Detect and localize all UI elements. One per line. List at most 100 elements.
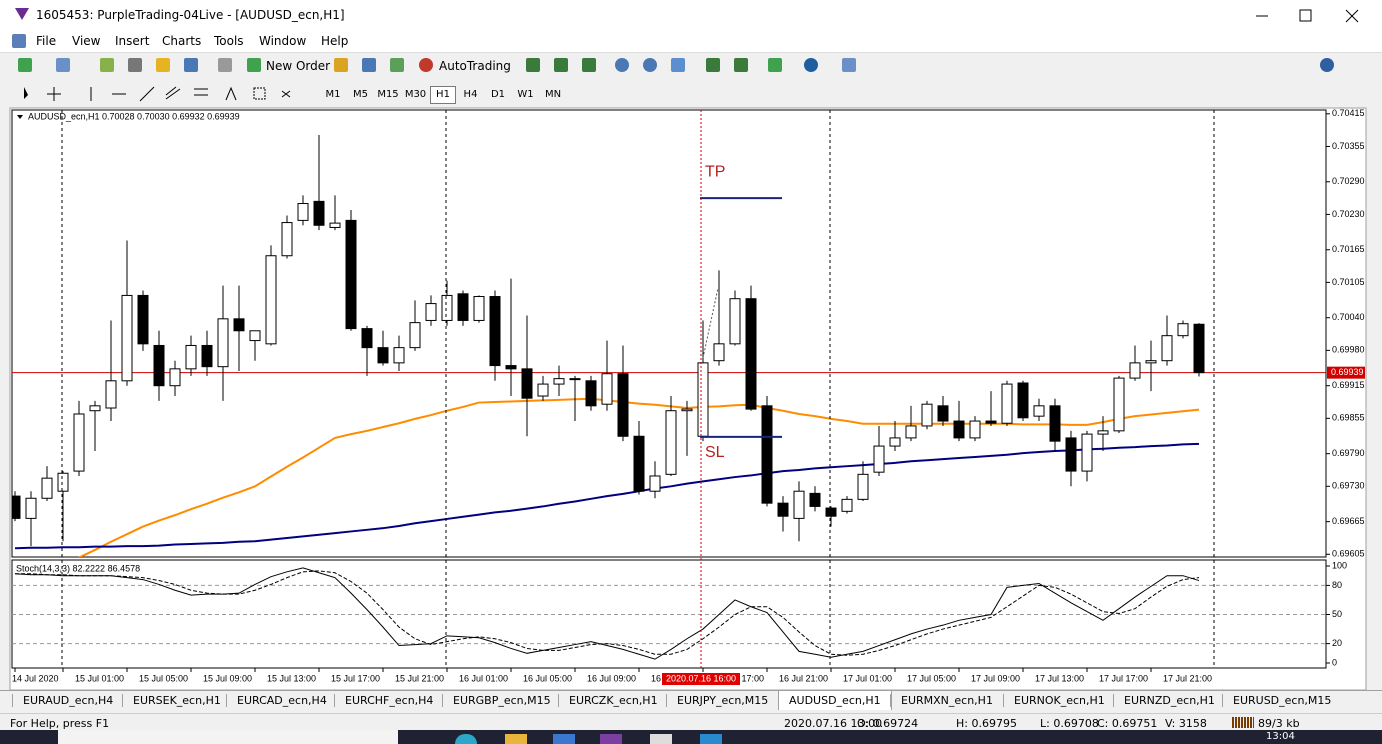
toolbar-icon[interactable]: [643, 58, 657, 72]
menu-item[interactable]: File: [36, 34, 57, 48]
window-controls[interactable]: [1250, 6, 1370, 26]
chart-tab[interactable]: AUDUSD_ecn,H1: [778, 691, 892, 710]
menu-item[interactable]: Window: [259, 34, 307, 48]
timeframe-button[interactable]: M5: [353, 89, 368, 100]
menu-item[interactable]: Charts: [162, 34, 202, 48]
y-tick-label: 0.70415: [1332, 108, 1365, 118]
auto-trading-button[interactable]: AutoTrading: [439, 59, 511, 73]
chart-tab[interactable]: EURUSD_ecn,M15: [1222, 694, 1341, 707]
chart-tab[interactable]: EURJPY_ecn,M15: [666, 694, 778, 707]
chart-tab[interactable]: EURGBP_ecn,M15: [442, 694, 561, 707]
candle-body: [377, 347, 389, 364]
candle-body: [1145, 360, 1157, 364]
header-arrow: [17, 115, 23, 119]
taskbar-app[interactable]: [553, 734, 575, 744]
toolbar-icon[interactable]: [671, 58, 685, 72]
y-tick-label: 0.70105: [1332, 277, 1365, 287]
toolbar-icon[interactable]: [804, 58, 818, 72]
new-order-button[interactable]: New Order: [266, 59, 331, 73]
timeframe-button[interactable]: M15: [377, 89, 399, 100]
toolbar-icon[interactable]: [768, 58, 782, 72]
candle-body: [489, 296, 501, 367]
candle-body: [953, 420, 965, 439]
candle-body: [585, 380, 597, 407]
candle-body: [233, 318, 245, 332]
y-tick-label: 0.70040: [1332, 312, 1365, 322]
chart-tab[interactable]: EURSEK_ecn,H1: [122, 694, 231, 707]
timeframe-button[interactable]: MN: [544, 89, 562, 100]
candle-body: [201, 344, 213, 368]
status-high: H: 0.69795: [956, 717, 1017, 730]
status-low: L: 0.69708: [1040, 717, 1099, 730]
stoch-tick-label: 50: [1332, 609, 1342, 619]
toolbar-icon[interactable]: [615, 58, 629, 72]
x-tick-label: 16 Jul 09:00: [587, 673, 636, 683]
taskbar-app[interactable]: [455, 734, 477, 744]
timeframe-button[interactable]: H4: [463, 89, 478, 100]
x-tick-label: 17 Jul 05:00: [907, 673, 956, 683]
taskbar-app[interactable]: [650, 734, 672, 744]
candle-body: [521, 368, 533, 399]
menu-item[interactable]: Insert: [115, 34, 150, 48]
taskbar: 13:04: [0, 730, 1382, 744]
menu-item[interactable]: Tools: [214, 34, 244, 48]
timeframe-button[interactable]: D1: [490, 89, 506, 100]
drawing-tools[interactable]: [14, 83, 314, 105]
candle-body: [25, 497, 37, 519]
chart-tab[interactable]: EURCAD_ecn,H4: [226, 694, 337, 707]
toolbar-icon[interactable]: [334, 58, 348, 72]
x-tick-label: 17 Jul 13:00: [1035, 673, 1084, 683]
toolbar-icon[interactable]: [56, 58, 70, 72]
timeframe-button[interactable]: W1: [517, 89, 534, 100]
chart-tab[interactable]: EURAUD_ecn,H4: [12, 694, 123, 707]
toolbar-icon[interactable]: [526, 58, 540, 72]
toolbar-icon[interactable]: [582, 58, 596, 72]
x-tick-label: 16 Jul 21:00: [779, 673, 828, 683]
menu-item[interactable]: Help: [321, 34, 349, 48]
chart-window: AUDUSD_ecn,H1 0.70028 0.70030 0.69932 0.…: [9, 107, 1367, 690]
toolbar-icon[interactable]: [390, 58, 404, 72]
stoch-tick-label: 0: [1332, 657, 1337, 667]
toolbar-icon[interactable]: [128, 58, 142, 72]
toolbar-icon[interactable]: [18, 58, 32, 72]
toolbar-icon[interactable]: [734, 58, 748, 72]
chart-tab[interactable]: EURNZD_ecn,H1: [1113, 694, 1225, 707]
toolbar-icon[interactable]: [247, 58, 261, 72]
candle-body: [761, 405, 773, 504]
taskbar-clock: 13:04: [1266, 731, 1295, 742]
candle-body: [505, 365, 517, 370]
toolbar-icon[interactable]: [706, 58, 720, 72]
chart-tab[interactable]: EURMXN_ecn,H1: [890, 694, 1003, 707]
chart-tab[interactable]: EURNOK_ecn,H1: [1003, 694, 1115, 707]
timeframe-button[interactable]: H1: [430, 86, 456, 104]
search-icon[interactable]: [1320, 58, 1334, 72]
toolbar-icon[interactable]: [218, 58, 232, 72]
toolbar-icon[interactable]: [156, 58, 170, 72]
chart-tab[interactable]: EURCHF_ecn,H4: [334, 694, 443, 707]
candle-body: [1001, 383, 1013, 424]
search-box[interactable]: [58, 730, 398, 744]
app-icon: [15, 8, 29, 20]
moving-average: [78, 397, 1200, 557]
timeframe-button[interactable]: M1: [325, 89, 341, 100]
candle-body: [153, 344, 165, 387]
candle-body: [313, 200, 325, 226]
candle-body: [217, 318, 229, 368]
taskbar-app[interactable]: [600, 734, 622, 744]
toolbar-icon[interactable]: [842, 58, 856, 72]
toolbar-icon[interactable]: [362, 58, 376, 72]
chart-tab[interactable]: EURCZK_ecn,H1: [558, 694, 668, 707]
candle-body: [857, 473, 869, 500]
toolbar-icon[interactable]: [184, 58, 198, 72]
y-tick-label: 0.69790: [1332, 448, 1365, 458]
taskbar-app[interactable]: [700, 734, 722, 744]
timeframe-button[interactable]: M30: [404, 89, 427, 100]
toolbar-icon[interactable]: [419, 58, 433, 72]
x-tick-label: 14 Jul 2020: [12, 673, 59, 683]
menu-item[interactable]: View: [72, 34, 101, 48]
candle-body: [473, 296, 485, 321]
taskbar-app[interactable]: [505, 734, 527, 744]
toolbar-icon[interactable]: [554, 58, 568, 72]
order-label: SL: [705, 444, 725, 461]
toolbar-icon[interactable]: [100, 58, 114, 72]
